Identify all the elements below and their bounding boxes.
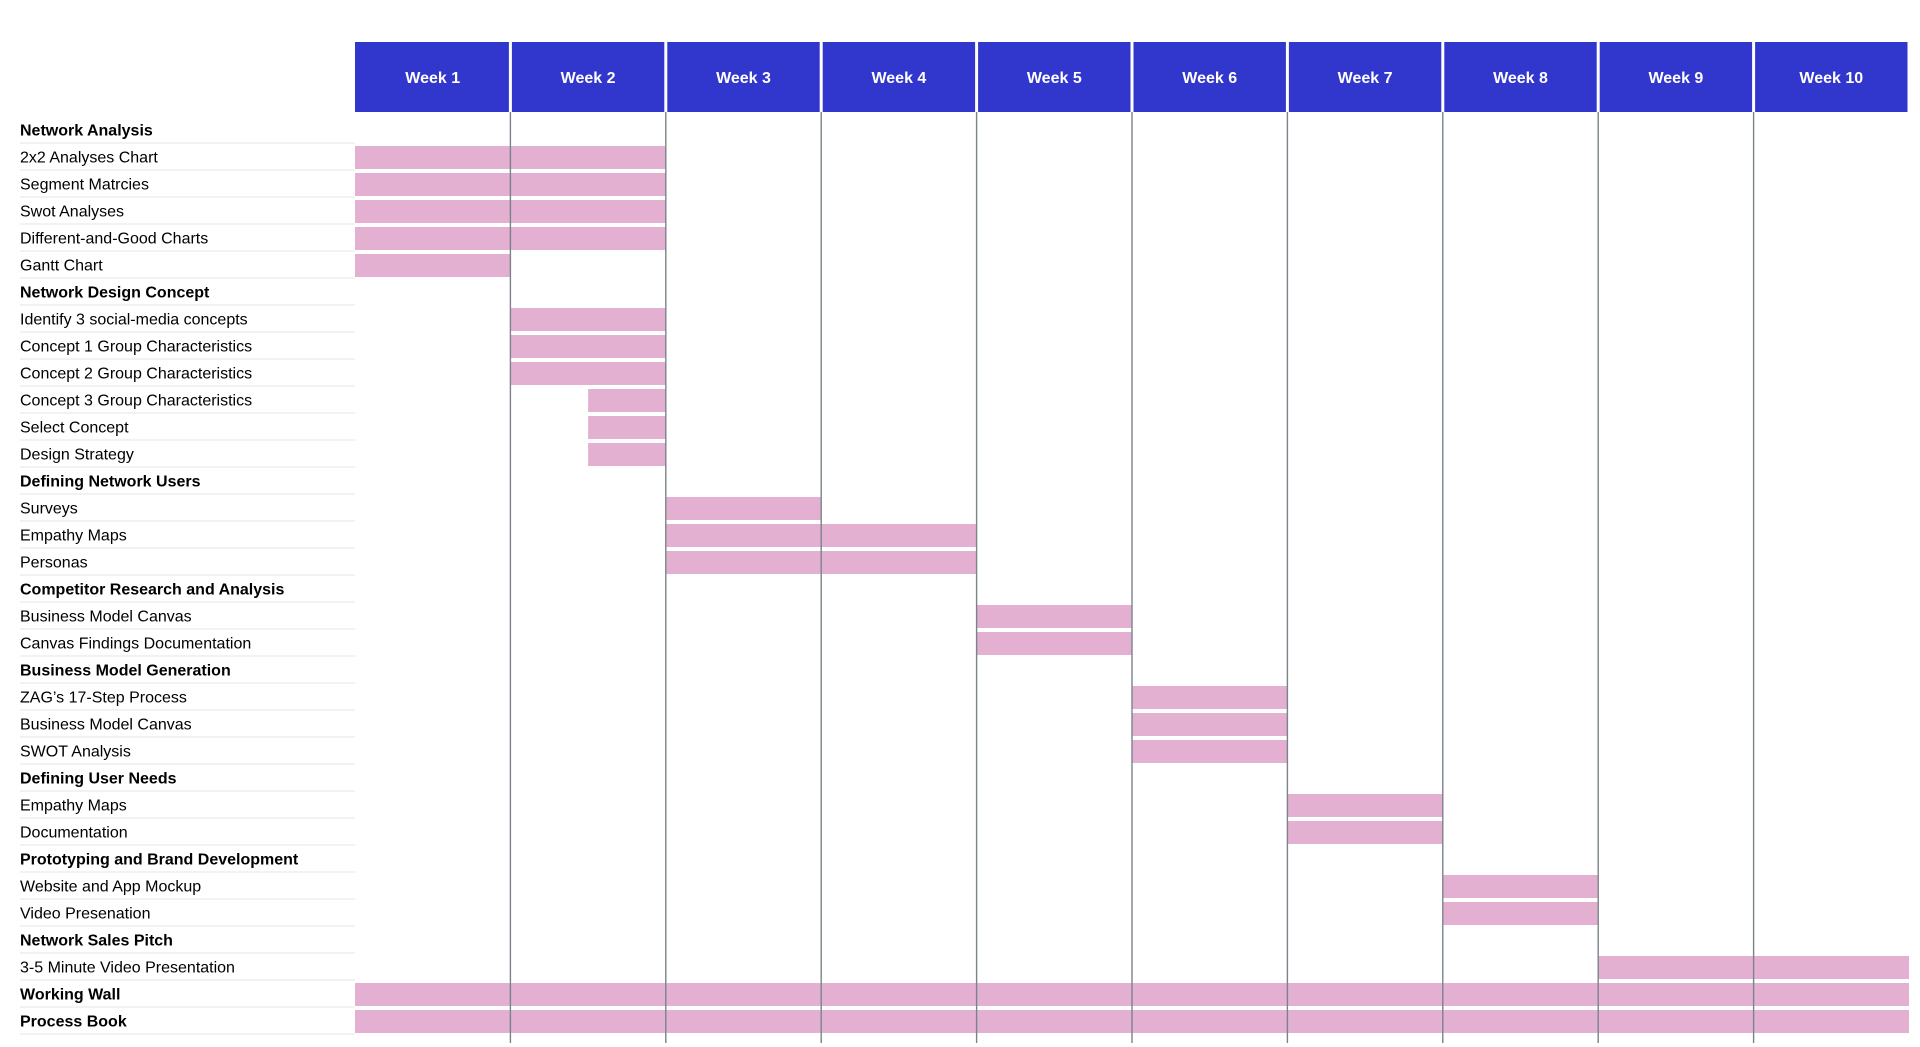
task-bar	[1442, 875, 1599, 898]
task-bar	[588, 416, 666, 439]
week-header-cell	[1444, 42, 1597, 112]
group-label: Defining User Needs	[20, 771, 177, 788]
task-label: Video Presenation	[20, 906, 150, 923]
week-label: Week 9	[1648, 70, 1703, 87]
week-header-cell	[822, 42, 976, 112]
task-bars	[355, 146, 1909, 1033]
task-label: 3-5 Minute Video Presentation	[20, 960, 235, 977]
task-bar	[355, 254, 511, 277]
task-label: Different-and-Good Charts	[20, 231, 208, 248]
week-header-cell	[511, 42, 665, 112]
week-header-cell	[1288, 42, 1442, 112]
group-label: Competitor Research and Analysis	[20, 582, 284, 599]
task-label: 2x2 Analyses Chart	[20, 150, 158, 167]
group-label: Working Wall	[20, 987, 120, 1004]
task-label: Swot Analyses	[20, 204, 124, 221]
task-label: Empathy Maps	[20, 528, 127, 545]
task-bar	[1132, 686, 1288, 709]
task-label: Gantt Chart	[20, 258, 103, 275]
task-label: Concept 1 Group Characteristics	[20, 339, 252, 356]
week-label: Week 8	[1493, 70, 1548, 87]
task-bar	[588, 443, 666, 466]
week-label: Week 7	[1338, 70, 1393, 87]
task-label: Business Model Canvas	[20, 609, 192, 626]
task-bar	[1442, 902, 1599, 925]
task-label: ZAG’s 17-Step Process	[20, 690, 187, 707]
task-bar	[1287, 821, 1443, 844]
group-label: Network Design Concept	[20, 285, 210, 302]
task-bar	[1287, 794, 1443, 817]
week-header-cell	[1133, 42, 1286, 112]
group-label: Business Model Generation	[20, 663, 231, 680]
task-label: Concept 3 Group Characteristics	[20, 393, 252, 410]
week-label: Week 10	[1799, 70, 1863, 87]
task-bar	[1132, 740, 1288, 763]
task-bar	[510, 308, 666, 331]
week-label: Week 6	[1182, 70, 1237, 87]
group-label: Prototyping and Brand Development	[20, 852, 299, 869]
task-label: Segment Matrcies	[20, 177, 149, 194]
week-header-cell	[355, 42, 509, 112]
row-separators	[20, 142, 355, 1035]
week-grid-lines	[509, 112, 1755, 1043]
group-label: Network Analysis	[20, 123, 153, 140]
task-bar	[665, 497, 822, 520]
task-label: Select Concept	[20, 420, 129, 437]
group-label: Network Sales Pitch	[20, 933, 173, 950]
task-label: Identify 3 social-media concepts	[20, 312, 248, 329]
week-label: Week 2	[561, 70, 616, 87]
task-bar	[1132, 713, 1288, 736]
task-label: Personas	[20, 555, 88, 572]
week-header: Week 1 Week 2 Week 3 Week 4 Week 5 Week 6 Week…	[355, 42, 1908, 112]
task-label: Concept 2 Group Characteristics	[20, 366, 252, 383]
week-header-cell	[1755, 42, 1908, 112]
week-label: Week 5	[1027, 70, 1082, 87]
task-label: Surveys	[20, 501, 78, 518]
task-label: Documentation	[20, 825, 128, 842]
task-label: Business Model Canvas	[20, 717, 192, 734]
task-label: Empathy Maps	[20, 798, 127, 815]
task-label: Design Strategy	[20, 447, 134, 464]
group-label: Defining Network Users	[20, 474, 201, 491]
week-header-cell	[978, 42, 1131, 112]
task-bar	[510, 362, 666, 385]
group-label: Process Book	[20, 1014, 127, 1031]
task-label: SWOT Analysis	[20, 744, 131, 761]
week-label: Week 1	[405, 70, 460, 87]
task-bar	[976, 632, 1132, 655]
week-label: Week 3	[716, 70, 771, 87]
task-label: Website and App Mockup	[20, 879, 201, 896]
task-label: Canvas Findings Documentation	[20, 636, 251, 653]
task-bar	[588, 389, 666, 412]
week-header-cell	[667, 42, 820, 112]
task-labels: Network Analysis 2x2 Analyses Chart Segmen…	[20, 123, 299, 1031]
week-label: Week 4	[871, 70, 926, 87]
task-bar	[510, 335, 666, 358]
task-bar	[976, 605, 1132, 628]
week-header-cell	[1599, 42, 1753, 112]
